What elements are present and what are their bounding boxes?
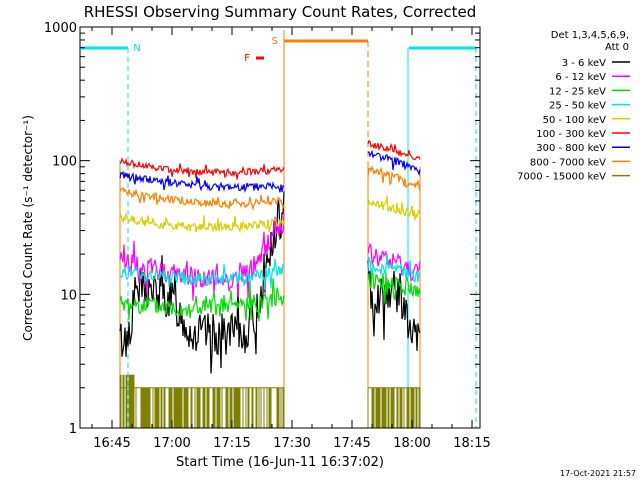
- series-800-7000-kev: [367, 165, 421, 192]
- series-300-800-kev: [367, 149, 421, 177]
- legend-entry-label: 6 - 12 keV: [555, 72, 606, 83]
- x-tick-label: 17:00: [153, 436, 190, 451]
- x-tick-label: 17:30: [273, 436, 310, 451]
- y-axis-label: Corrected Count Rate (s⁻¹ detector⁻¹): [21, 115, 35, 341]
- axes: 1 10 100 1000 16:45 17:00 17:15 17:30 17:45 18:00…: [44, 21, 491, 451]
- series-50-100-kev: [367, 196, 421, 221]
- legend-entry-label: 100 - 300 keV: [536, 129, 606, 140]
- timestamp: 17-Oct-2021 21:57: [560, 469, 636, 478]
- y-tick-label: 100: [52, 155, 77, 170]
- x-tick-label: 16:45: [93, 436, 130, 451]
- legend-entry-label: 50 - 100 keV: [543, 115, 607, 126]
- legend-entry-label: 7000 - 15000 keV: [517, 172, 606, 183]
- chart-title: RHESSI Observing Summary Count Rates, Co…: [84, 3, 477, 21]
- series-300-800-kev: [119, 170, 285, 194]
- series-100-300-kev: [367, 139, 421, 161]
- interval-label: N: [133, 43, 140, 54]
- x-tick-label: 18:15: [453, 436, 490, 451]
- legend-entry-label: 300 - 800 keV: [536, 143, 606, 154]
- series-12-25-kev: [119, 278, 285, 322]
- x-tick-label: 18:00: [393, 436, 430, 451]
- legend-header: Det 1,3,4,5,6,9,: [551, 30, 629, 41]
- series-12-25-kev: [367, 268, 421, 304]
- y-tick-label: 1: [69, 422, 77, 437]
- series-50-100-kev: [119, 211, 285, 234]
- series-3-6-kev: [119, 191, 285, 374]
- legend-entry-label: 12 - 25 keV: [549, 86, 606, 97]
- series-6-12-kev: [367, 242, 421, 282]
- legend-entry-label: 25 - 50 keV: [549, 101, 606, 112]
- series-25-50-kev: [119, 258, 285, 290]
- x-tick-label: 17:15: [213, 436, 250, 451]
- legend: Det 1,3,4,5,6,9,Att 0 3 - 6 keV 6 - 12 keV…: [517, 30, 630, 183]
- plot-area: N S F: [81, 30, 477, 428]
- x-axis-label: Start Time (16-Jun-11 16:37:02): [176, 455, 384, 470]
- series-25-50-kev: [367, 254, 421, 283]
- series-7000-15000-kev: [119, 374, 285, 428]
- interval-label-s: S: [272, 36, 278, 47]
- series-7000-15000-kev: [367, 387, 421, 428]
- series-6-12-kev: [119, 213, 285, 301]
- series-100-300-kev: [119, 157, 285, 180]
- y-tick-label: 10: [60, 288, 77, 303]
- legend-entry-label: 800 - 7000 keV: [530, 157, 606, 168]
- x-tick-label: 17:45: [333, 436, 370, 451]
- plot-frame: [79, 26, 481, 429]
- legend-entry-label: 3 - 6 keV: [562, 58, 606, 69]
- legend-header: Att 0: [605, 42, 629, 53]
- series-3-6-kev: [367, 260, 421, 351]
- interval-label-f: F: [244, 53, 250, 64]
- series-800-7000-kev: [119, 186, 285, 211]
- y-tick-label: 1000: [44, 21, 77, 36]
